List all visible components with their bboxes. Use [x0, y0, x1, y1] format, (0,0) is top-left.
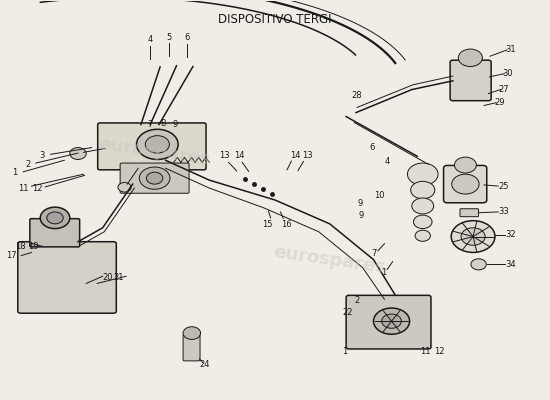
FancyBboxPatch shape — [460, 209, 478, 217]
Text: 27: 27 — [498, 85, 509, 94]
Text: 19: 19 — [28, 242, 38, 251]
Text: 1: 1 — [13, 168, 18, 178]
Circle shape — [408, 163, 438, 185]
Text: 3: 3 — [40, 151, 45, 160]
Text: 9: 9 — [357, 199, 362, 208]
Text: 33: 33 — [498, 208, 509, 216]
Text: 10: 10 — [373, 191, 384, 200]
Circle shape — [461, 228, 485, 245]
Circle shape — [146, 172, 163, 184]
Circle shape — [40, 207, 70, 228]
Text: eurospares: eurospares — [97, 136, 212, 169]
Text: 2: 2 — [354, 296, 360, 305]
Text: 18: 18 — [15, 242, 26, 251]
Circle shape — [373, 308, 410, 334]
FancyBboxPatch shape — [443, 166, 487, 203]
Circle shape — [415, 230, 431, 241]
Circle shape — [451, 221, 495, 252]
Text: 11: 11 — [420, 347, 431, 356]
Text: 6: 6 — [370, 143, 375, 152]
Text: 6: 6 — [185, 33, 190, 42]
Text: 14: 14 — [234, 151, 245, 160]
Text: 28: 28 — [352, 92, 362, 100]
Text: 13: 13 — [219, 151, 230, 160]
Text: 34: 34 — [505, 260, 515, 269]
Circle shape — [452, 174, 479, 194]
Circle shape — [411, 181, 435, 199]
Text: 31: 31 — [505, 45, 515, 54]
FancyBboxPatch shape — [30, 219, 80, 247]
Text: 24: 24 — [200, 360, 210, 369]
Text: 14: 14 — [290, 151, 300, 160]
Text: 11: 11 — [18, 184, 29, 192]
Circle shape — [70, 148, 86, 160]
Circle shape — [458, 49, 482, 66]
Text: 2: 2 — [25, 160, 30, 169]
Text: 21: 21 — [114, 273, 124, 282]
FancyBboxPatch shape — [346, 295, 431, 349]
Circle shape — [471, 259, 486, 270]
Text: DISPOSITIVO TERGI: DISPOSITIVO TERGI — [218, 13, 332, 26]
Circle shape — [454, 157, 476, 173]
Circle shape — [382, 314, 402, 328]
FancyBboxPatch shape — [183, 335, 200, 361]
Circle shape — [118, 182, 131, 192]
Text: 32: 32 — [505, 230, 515, 240]
Text: 17: 17 — [6, 251, 16, 260]
Text: 9: 9 — [359, 210, 364, 220]
Circle shape — [412, 198, 434, 214]
FancyBboxPatch shape — [98, 123, 206, 170]
Text: 5: 5 — [166, 32, 172, 42]
Text: 29: 29 — [494, 98, 504, 107]
Circle shape — [136, 129, 178, 160]
Text: 1: 1 — [343, 347, 348, 356]
Circle shape — [414, 215, 432, 228]
Text: 4: 4 — [147, 35, 153, 44]
Text: 25: 25 — [498, 182, 509, 190]
FancyBboxPatch shape — [18, 242, 116, 313]
Text: eurospares: eurospares — [272, 243, 387, 276]
FancyBboxPatch shape — [450, 60, 491, 101]
FancyBboxPatch shape — [120, 163, 189, 193]
Text: 9: 9 — [173, 120, 178, 129]
Circle shape — [139, 167, 170, 189]
Text: 30: 30 — [502, 69, 513, 78]
Text: 22: 22 — [342, 308, 353, 316]
Circle shape — [183, 327, 201, 340]
Text: 7: 7 — [147, 120, 153, 129]
Text: 7: 7 — [371, 249, 376, 258]
Text: 15: 15 — [262, 220, 273, 229]
Text: 13: 13 — [302, 151, 312, 160]
Text: 1: 1 — [381, 268, 386, 277]
Text: 20: 20 — [103, 273, 113, 282]
Text: 8: 8 — [160, 119, 166, 128]
Text: 16: 16 — [280, 220, 292, 229]
Text: 12: 12 — [32, 184, 42, 192]
Circle shape — [47, 212, 63, 224]
Text: 12: 12 — [434, 347, 444, 356]
Circle shape — [145, 136, 169, 153]
Text: 4: 4 — [385, 156, 390, 166]
